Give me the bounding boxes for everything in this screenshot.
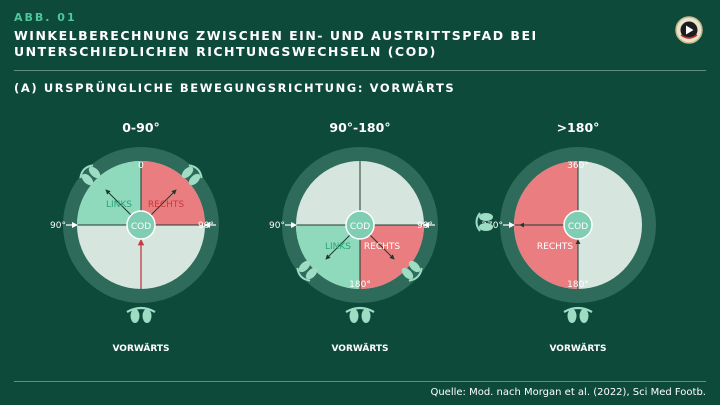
section-subtitle: (A) URSPRÜNGLICHE BEWEGUNGSRICHTUNG: VOR… xyxy=(14,81,456,95)
figure-label: ABB. 01 xyxy=(14,11,77,24)
cod-label: COD xyxy=(131,222,151,232)
feet-icon-start xyxy=(563,306,593,323)
direction-label: VORWÄRTS xyxy=(331,343,388,354)
panel-over-180: >180° COD RECHTS 360° 270° 180° VORWÄRTS xyxy=(475,120,656,354)
source-note: Quelle: Mod. nach Morgan et al. (2022), … xyxy=(430,387,706,398)
feet-icon xyxy=(296,260,318,282)
cod-label: COD xyxy=(350,222,370,232)
left-angle: 90° xyxy=(50,221,66,231)
exit-arrow-links xyxy=(105,189,132,216)
rechts-label: RECHTS xyxy=(364,242,400,252)
links-label: LINKS xyxy=(106,200,132,210)
left-angle: 90° xyxy=(269,221,285,231)
feet-icon-start xyxy=(126,306,156,323)
feet-icon-start xyxy=(345,306,375,323)
figure-title: WINKELBERECHNUNG ZWISCHEN EIN- UND AUSTR… xyxy=(14,28,538,59)
feet-icon xyxy=(401,260,423,282)
panel-90-180: 90°-180° COD LINKS RECHTS 90° 90° 180° xyxy=(269,120,438,354)
direction-label: VORWÄRTS xyxy=(549,343,606,354)
right-angle: 90° xyxy=(417,221,433,231)
rechts-label: RECHTS xyxy=(537,242,573,252)
bottom-angle: 180° xyxy=(349,280,371,290)
bottom-angle: 180° xyxy=(567,280,589,290)
exit-arrow-rechts xyxy=(150,189,177,216)
cod-center xyxy=(126,210,156,240)
links-label: LINKS xyxy=(325,242,351,252)
feet-icon xyxy=(181,164,203,186)
feet-icon xyxy=(475,212,493,232)
cod-center xyxy=(563,210,593,240)
rechts-label: RECHTS xyxy=(148,200,184,210)
top-angle: 360° xyxy=(567,161,589,171)
header-divider xyxy=(14,70,706,71)
cod-label: COD xyxy=(568,222,588,232)
panel-heading: 0-90° xyxy=(122,120,160,135)
footer-divider xyxy=(14,381,706,382)
panel-heading: >180° xyxy=(557,120,600,135)
cod-center xyxy=(345,210,375,240)
panel-heading: 90°-180° xyxy=(329,120,390,135)
right-angle: 90° xyxy=(198,221,214,231)
direction-label: VORWÄRTS xyxy=(112,343,169,354)
dfb-logo-icon xyxy=(675,16,703,44)
top-angle: 0 xyxy=(138,161,144,171)
exit-arrow-links xyxy=(325,234,351,260)
panel-0-90: 0-90° COD LINKS RECHTS 0 90° 90° xyxy=(50,120,219,354)
feet-icon xyxy=(79,164,101,186)
exit-arrow-rechts xyxy=(369,234,395,260)
